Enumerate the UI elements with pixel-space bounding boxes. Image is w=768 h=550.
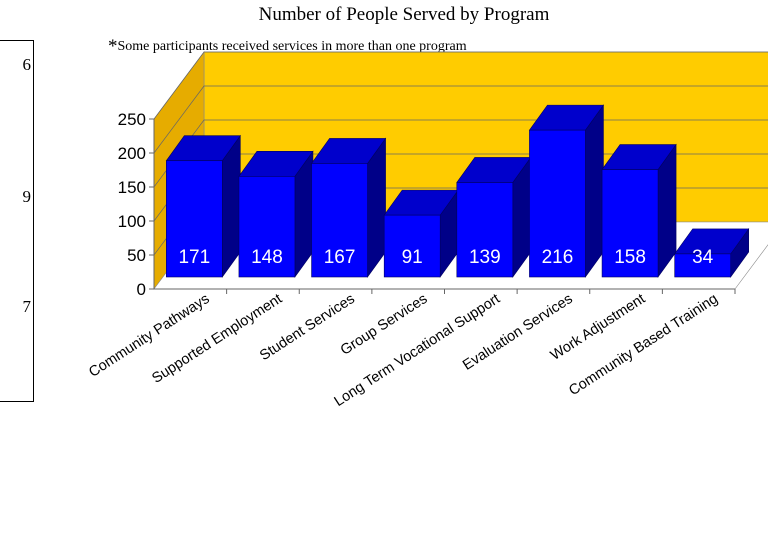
bar-value-label: 158 bbox=[614, 247, 646, 268]
bar-value-label: 171 bbox=[178, 247, 210, 268]
x-category-label: Community Pathways bbox=[86, 291, 212, 381]
bar-front bbox=[674, 253, 731, 278]
bar-7: 158 bbox=[601, 143, 677, 278]
left-panel: 6 9 7 bbox=[0, 40, 34, 402]
y-tick-label: 250 bbox=[118, 110, 146, 129]
bar-value-label: 216 bbox=[542, 247, 574, 268]
bar-value-label: 148 bbox=[251, 247, 283, 268]
bar-value-label: 91 bbox=[402, 247, 423, 268]
bar-5: 139 bbox=[456, 156, 532, 278]
bar-8: 34 bbox=[674, 227, 750, 278]
bar-value-label: 167 bbox=[324, 247, 356, 268]
left-panel-value: 7 bbox=[22, 297, 32, 316]
left-panel-value: 6 bbox=[22, 55, 32, 74]
y-tick-label: 150 bbox=[118, 178, 146, 197]
bar-1: 171 bbox=[165, 134, 241, 278]
left-panel-value: 9 bbox=[22, 187, 32, 206]
gridline bbox=[153, 85, 768, 154]
y-tick-label: 50 bbox=[127, 246, 146, 265]
y-tick-label: 0 bbox=[137, 280, 146, 299]
bar-value-label: 34 bbox=[692, 247, 714, 268]
bar-front bbox=[601, 169, 659, 278]
subtitle-text: Some participants received services in m… bbox=[117, 39, 467, 54]
bar-front bbox=[238, 176, 296, 278]
bar-front bbox=[383, 214, 441, 278]
bar-front bbox=[311, 163, 368, 278]
y-tick-label: 200 bbox=[118, 144, 146, 163]
bar-front bbox=[529, 129, 586, 278]
bar-3: 167 bbox=[310, 137, 387, 278]
bar-2: 148 bbox=[238, 150, 314, 278]
subtitle-asterisk: * bbox=[108, 36, 118, 57]
bar-6: 216 bbox=[528, 104, 605, 278]
chart-subtitle: *Some participants received services in … bbox=[108, 36, 467, 58]
x-category-label: Supported Employment bbox=[149, 291, 285, 387]
bar-value-label: 139 bbox=[469, 247, 501, 268]
y-tick-label: 100 bbox=[118, 212, 146, 231]
bar-front bbox=[456, 182, 514, 278]
gridline bbox=[153, 51, 768, 120]
bar-front bbox=[166, 160, 223, 278]
bar-4: 91 bbox=[383, 189, 459, 278]
chart-title: Number of People Served by Program bbox=[258, 4, 550, 25]
bar-side bbox=[585, 104, 604, 278]
